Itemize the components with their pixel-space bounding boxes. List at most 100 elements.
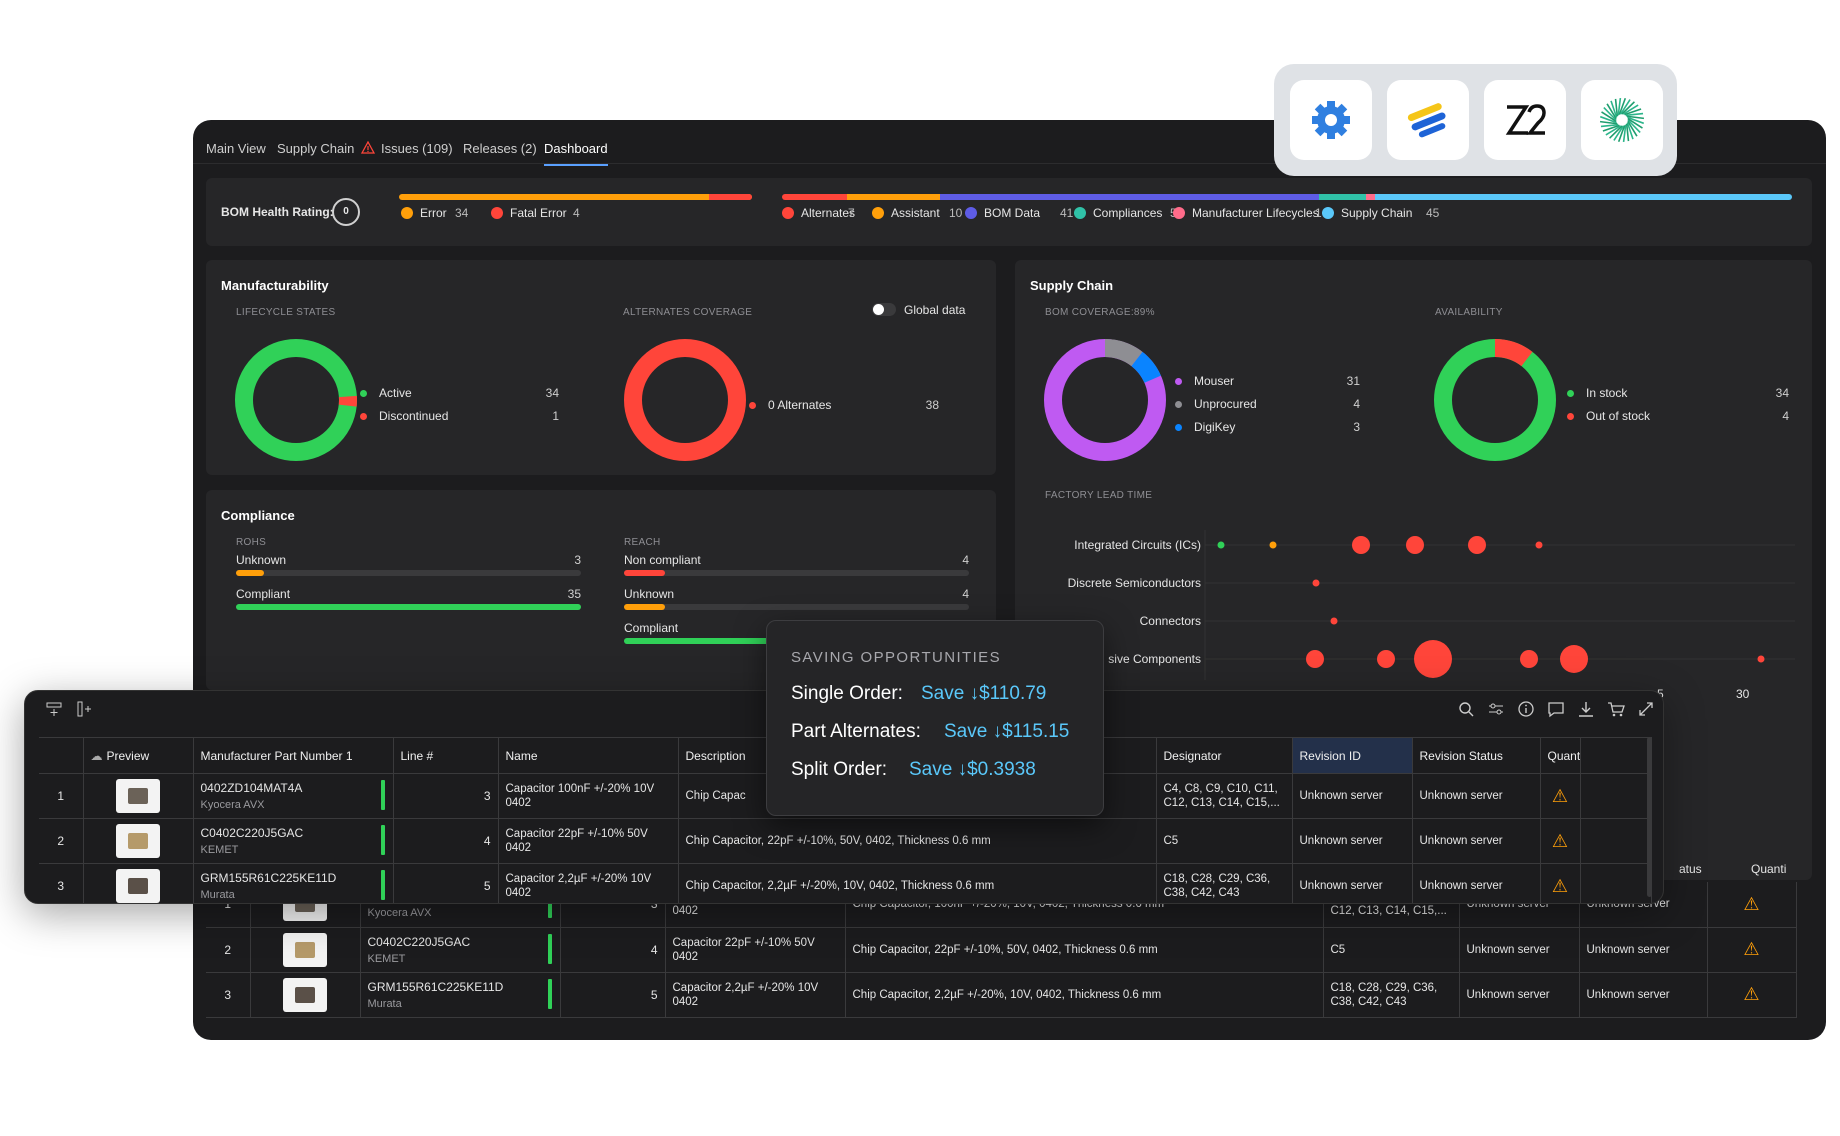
legend-label: DigiKey bbox=[1194, 420, 1236, 434]
add-column-icon[interactable] bbox=[73, 698, 95, 720]
legend-count: 38 bbox=[925, 398, 939, 412]
row-description: Chip Capacitor, 22pF +/-10%, 50V, 0402, … bbox=[845, 927, 1324, 973]
col-designator[interactable]: Designator bbox=[1156, 737, 1293, 774]
saving-label: Single Order: bbox=[791, 683, 903, 704]
warning-icon bbox=[361, 141, 375, 154]
row-name: Capacitor 2,2µF +/-20% 10V 0402 bbox=[498, 863, 679, 903]
capacitor-icon bbox=[295, 986, 315, 1003]
row-revision-id: Unknown server bbox=[1459, 927, 1580, 973]
warning-icon[interactable]: ⚠ bbox=[1551, 785, 1569, 806]
row-preview[interactable] bbox=[83, 818, 194, 864]
col-revision-id[interactable]: Revision ID bbox=[1292, 737, 1413, 774]
row-index: 3 bbox=[206, 972, 251, 1018]
info-icon[interactable] bbox=[1515, 698, 1537, 720]
tab-supply-chain[interactable]: Supply Chain bbox=[277, 141, 355, 156]
compliance-label: Compliant bbox=[624, 621, 679, 635]
row-index: 2 bbox=[206, 927, 251, 973]
warning-icon[interactable]: ⚠ bbox=[1551, 830, 1569, 851]
table-row[interactable]: 2 C0402C220J5GAC KEMET 4 Capacitor 22pF +/-1… bbox=[206, 927, 1797, 973]
warning-icon[interactable]: ⚠ bbox=[1743, 893, 1760, 914]
col-mpn[interactable]: Manufacturer Part Number 1 bbox=[193, 737, 394, 774]
col-name[interactable]: Name bbox=[498, 737, 679, 774]
row-mpn[interactable]: GRM155R61C225KE11D Murata bbox=[193, 863, 394, 903]
row-preview[interactable] bbox=[83, 863, 194, 903]
col-preview[interactable]: ☁ Preview bbox=[83, 737, 194, 774]
row-line: 4 bbox=[560, 927, 666, 973]
category-legend-count: 45 bbox=[1426, 206, 1440, 220]
compliance-title: Compliance bbox=[221, 508, 295, 523]
col-quantity[interactable]: Quanti bbox=[1540, 737, 1581, 774]
saving-value[interactable]: Save ↓$0.3938 bbox=[909, 759, 1036, 780]
col-revision-status[interactable]: Revision Status bbox=[1412, 737, 1541, 774]
manufacturer-text: KEMET bbox=[200, 844, 239, 856]
row-preview[interactable] bbox=[250, 972, 361, 1018]
row-preview[interactable] bbox=[250, 927, 361, 973]
saving-value[interactable]: Save ↓$110.79 bbox=[921, 683, 1047, 704]
global-data-toggle[interactable] bbox=[872, 303, 896, 316]
col-index bbox=[39, 737, 84, 774]
legend-label: Out of stock bbox=[1586, 409, 1651, 423]
category-legend-label: Alternates bbox=[801, 206, 856, 220]
status-indicator bbox=[380, 870, 385, 900]
warning-icon[interactable]: ⚠ bbox=[1743, 984, 1760, 1004]
gear-icon[interactable] bbox=[1290, 80, 1372, 160]
row-mpn[interactable]: 0402ZD104MAT4A Kyocera AVX bbox=[193, 773, 394, 819]
category-legend-count: 1 bbox=[1315, 206, 1322, 220]
legend-label: Unprocured bbox=[1194, 397, 1257, 411]
saving-value[interactable]: Save ↓$115.15 bbox=[944, 721, 1070, 742]
warning-icon[interactable]: ⚠ bbox=[1743, 939, 1760, 959]
lead-row-label: Integrated Circuits (ICs) bbox=[1074, 538, 1201, 552]
table-row[interactable]: 2 C0402C220J5GAC KEMET 4 Capacitor 22pF +/-1… bbox=[39, 818, 1652, 864]
table-row[interactable]: 3 GRM155R61C225KE11D Murata 5 Capacitor 2,2µ… bbox=[206, 972, 1797, 1018]
capacitor-icon bbox=[128, 833, 148, 849]
legend-count: 34 bbox=[545, 386, 559, 400]
compliance-track bbox=[624, 570, 969, 576]
tab-dashboard[interactable]: Dashboard bbox=[544, 141, 608, 166]
category-legend-count: 7 bbox=[848, 206, 855, 220]
vertical-scrollbar[interactable] bbox=[1647, 737, 1652, 897]
row-quantity: ⚠ bbox=[1707, 882, 1797, 928]
row-name: Capacitor 100nF +/-20% 10V 0402 bbox=[498, 773, 679, 819]
manufacturer-text: KEMET bbox=[367, 952, 406, 965]
tab-main-view[interactable]: Main View bbox=[206, 141, 266, 156]
compliance-label: Compliant bbox=[236, 587, 291, 601]
cart-icon[interactable] bbox=[1605, 698, 1627, 720]
legend-dot bbox=[1173, 207, 1185, 219]
spiral-logo[interactable] bbox=[1581, 80, 1663, 160]
row-revision-status: Unknown server bbox=[1412, 818, 1541, 864]
col-line[interactable]: Line # bbox=[393, 737, 499, 774]
manufacturer-text: Kyocera AVX bbox=[367, 907, 432, 920]
tab-issues[interactable]: Issues (109) bbox=[361, 141, 453, 156]
bom-health-title: BOM Health Rating: bbox=[221, 205, 334, 219]
row-preview[interactable] bbox=[83, 773, 194, 819]
table-row[interactable]: 3 GRM155R61C225KE11D Murata 5 Capacitor 2,2µ… bbox=[39, 863, 1652, 903]
stripes-logo[interactable] bbox=[1387, 80, 1469, 160]
alternates-donut bbox=[624, 339, 746, 461]
legend-dot bbox=[360, 413, 367, 420]
z2-logo[interactable] bbox=[1484, 80, 1566, 160]
bg-col-quantity: Quanti bbox=[1751, 862, 1787, 876]
category-bar-segment bbox=[1375, 194, 1792, 200]
tab-bar: Main View Supply Chain Issues (109) Rele… bbox=[193, 120, 1826, 166]
row-mpn[interactable]: C0402C220J5GAC KEMET bbox=[193, 818, 394, 864]
row-quantity: ⚠ bbox=[1540, 818, 1581, 864]
legend-dot bbox=[491, 207, 503, 219]
global-data-label: Global data bbox=[904, 303, 966, 317]
row-revision-status: Unknown server bbox=[1412, 773, 1541, 819]
warning-icon[interactable]: ⚠ bbox=[1551, 875, 1569, 896]
error-legend-label: Error bbox=[420, 206, 447, 220]
filter-icon[interactable] bbox=[1485, 698, 1507, 720]
download-icon[interactable] bbox=[1575, 698, 1597, 720]
search-icon[interactable] bbox=[1455, 698, 1477, 720]
row-mpn[interactable]: GRM155R61C225KE11D Murata bbox=[360, 972, 561, 1018]
expand-icon[interactable] bbox=[1635, 698, 1657, 720]
comment-icon[interactable] bbox=[1545, 698, 1567, 720]
row-mpn[interactable]: C0402C220J5GAC KEMET bbox=[360, 927, 561, 973]
legend-label: In stock bbox=[1586, 386, 1628, 400]
lead-row-label: Discrete Semiconductors bbox=[1068, 576, 1201, 590]
add-row-icon[interactable] bbox=[43, 698, 65, 720]
tab-releases[interactable]: Releases (2) bbox=[463, 141, 537, 156]
legend-label: Active bbox=[379, 386, 412, 400]
manufacturability-panel: Manufacturability LIFECYCLE STATES Activ… bbox=[206, 260, 996, 475]
part-thumbnail bbox=[116, 824, 160, 858]
